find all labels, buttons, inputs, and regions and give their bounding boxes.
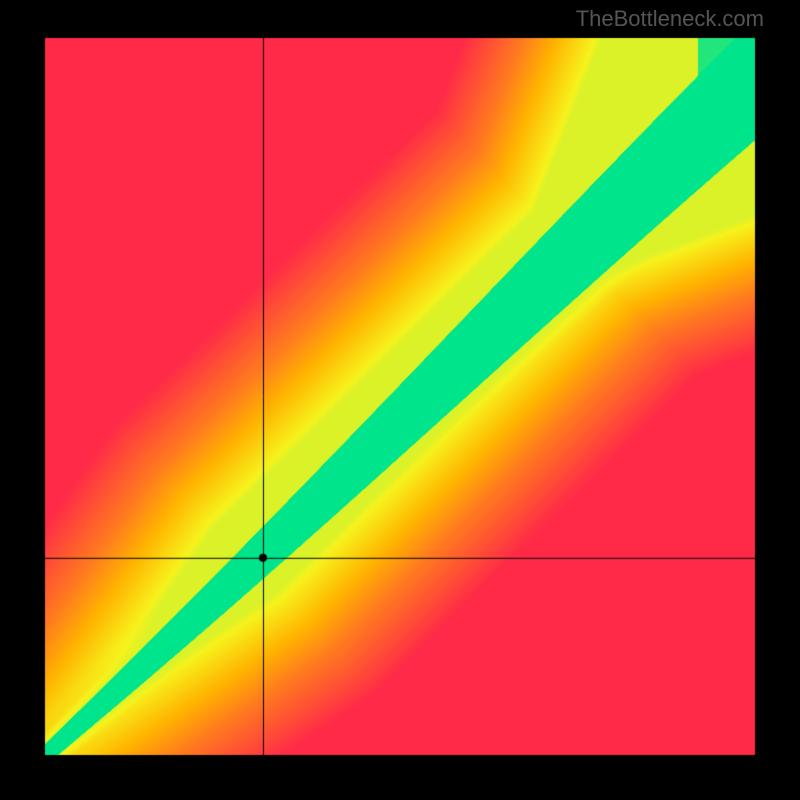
bottleneck-heatmap	[0, 0, 800, 800]
chart-container: { "watermark": { "text": "TheBottleneck.…	[0, 0, 800, 800]
watermark-text: TheBottleneck.com	[576, 6, 764, 32]
